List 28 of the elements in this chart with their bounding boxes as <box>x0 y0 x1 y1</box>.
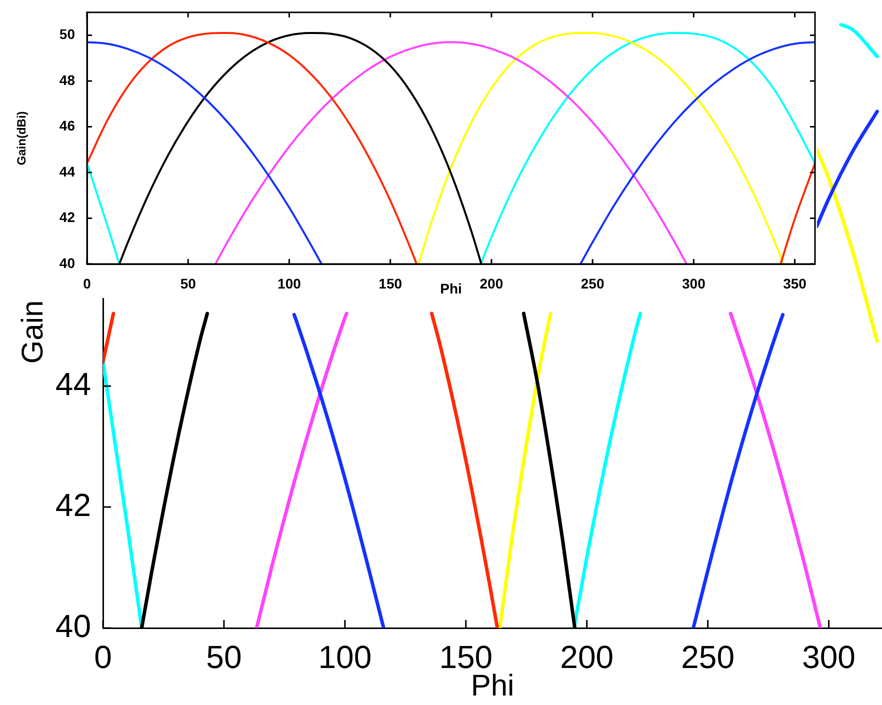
x-tick-label: 0 <box>94 639 112 676</box>
x-tick-label: 250 <box>681 639 735 676</box>
x-tick-label: 200 <box>480 275 504 292</box>
x-tick-label: 350 <box>783 275 807 292</box>
x-tick-label: 100 <box>278 275 302 292</box>
x-tick-label: 300 <box>682 275 706 292</box>
x-axis-title: Phi <box>440 280 462 296</box>
line-series <box>418 32 785 264</box>
y-tick-label: 46 <box>59 118 76 134</box>
line-series <box>214 41 688 264</box>
y-tick-label: 42 <box>55 486 91 523</box>
x-tick-label: 200 <box>560 639 614 676</box>
x-tick-label: 150 <box>378 275 402 292</box>
y-tick-label: 48 <box>59 72 76 88</box>
y-tick-label: 44 <box>59 163 76 180</box>
x-tick-label: 0 <box>83 275 92 292</box>
y-axis-title: Gain(dBi) <box>14 111 28 166</box>
y-axis-title: Gain <box>16 300 50 364</box>
y-tick-label: 50 <box>59 26 76 42</box>
x-tick-label: 50 <box>206 639 242 676</box>
y-tick-label: 42 <box>59 209 76 226</box>
x-tick-label: 250 <box>580 275 604 292</box>
x-tick-label: 50 <box>180 275 196 292</box>
y-tick-label: 40 <box>59 254 76 271</box>
y-tick-label: 44 <box>55 366 91 402</box>
y-tick-label: 40 <box>55 608 91 644</box>
x-tick-label: 100 <box>318 639 372 676</box>
x-tick-label: 300 <box>802 639 856 676</box>
